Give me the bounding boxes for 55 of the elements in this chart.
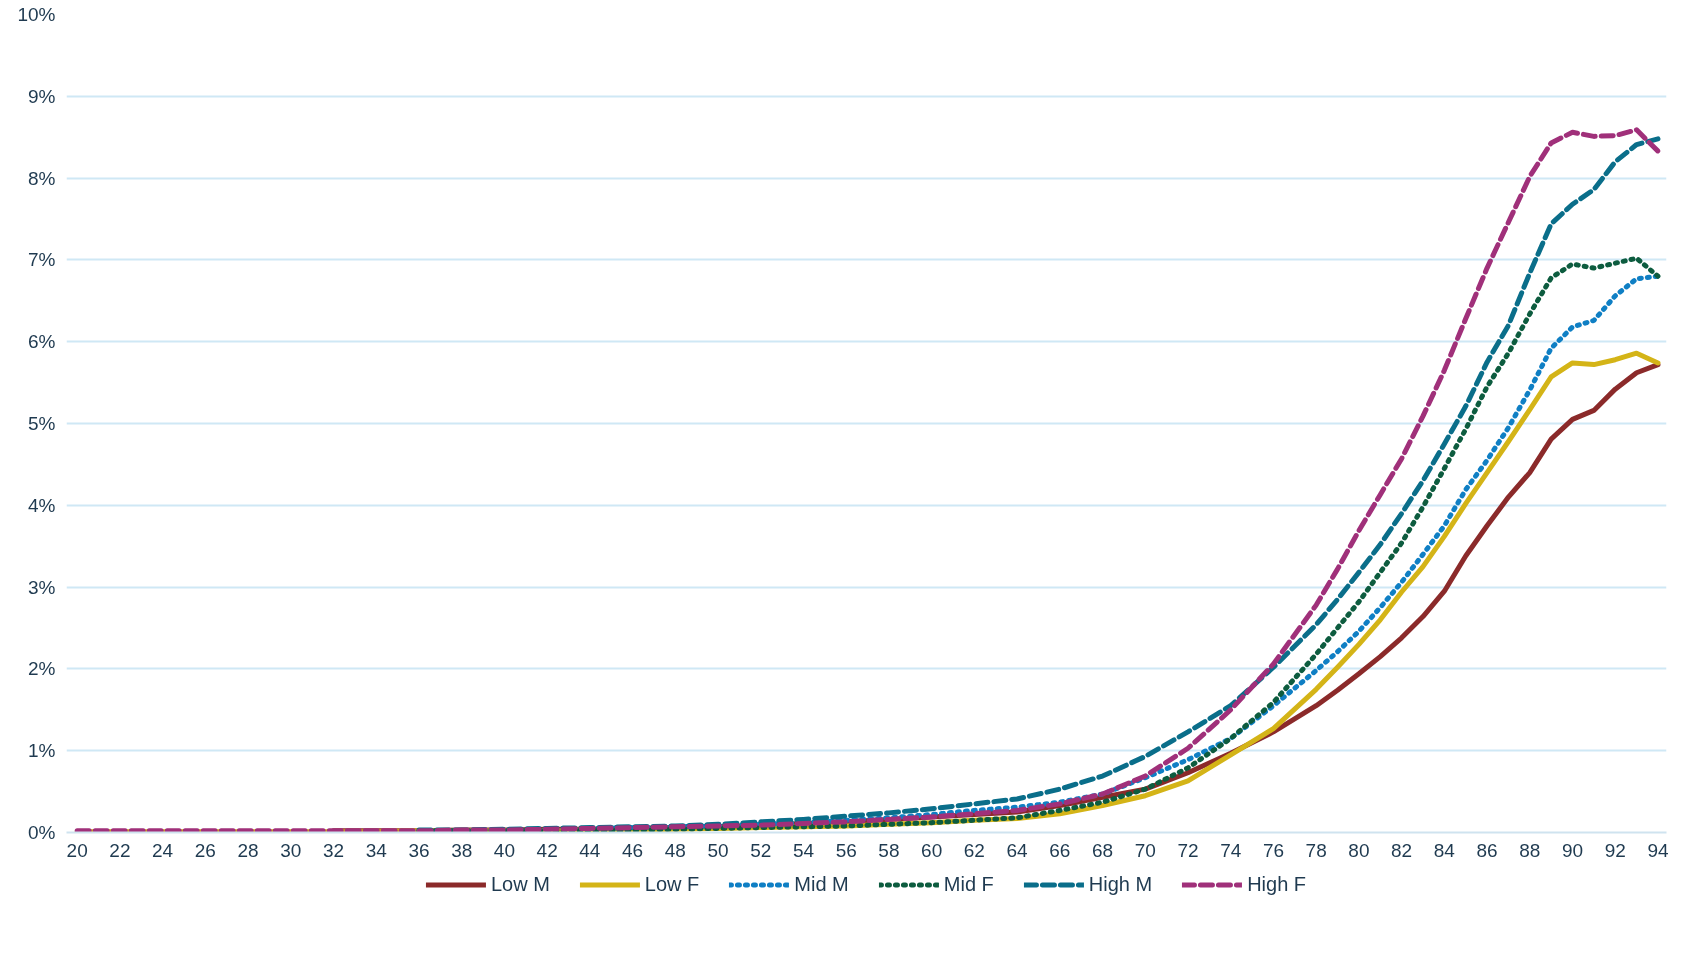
x-tick-label: 80 [1348,839,1370,861]
x-tick-label: 40 [493,839,515,861]
legend-label: High M [1088,872,1153,896]
x-tick-label: 74 [1220,839,1242,861]
x-tick-label: 70 [1134,839,1156,861]
x-tick-label: 90 [1561,839,1584,861]
x-tick-label: 64 [1006,839,1029,861]
x-tick-label: 26 [194,839,216,861]
x-tick-label: 68 [1091,839,1114,861]
y-tick-label: 5% [28,413,56,434]
legend-label: Low M [490,872,550,896]
y-tick-label: 7% [28,249,56,271]
x-tick-label: 34 [365,839,388,861]
x-tick-label: 76 [1262,839,1285,861]
x-tick-label: 94 [1647,839,1669,861]
x-tick-label: 62 [963,839,985,861]
x-tick-label: 88 [1519,839,1541,861]
x-tick-label: 50 [707,839,729,861]
x-tick-label: 38 [451,839,473,861]
x-tick-label: 86 [1476,839,1498,861]
x-tick-label: 58 [878,839,900,861]
x-tick-label: 36 [408,839,430,861]
legend-label: Low F [644,872,700,896]
x-tick-label: 22 [109,839,131,861]
y-tick-label: 4% [28,494,56,516]
x-tick-label: 44 [579,839,601,861]
x-tick-label: 54 [792,839,815,861]
x-tick-label: 24 [152,839,174,861]
x-tick-label: 66 [1049,839,1071,861]
y-tick-label: 6% [28,331,56,353]
x-tick-label: 20 [66,839,88,861]
legend-label: Mid M [794,872,849,896]
x-tick-label: 72 [1177,839,1199,861]
y-tick-label: 3% [28,576,56,598]
x-tick-label: 60 [921,839,943,861]
x-tick-label: 52 [750,839,772,861]
x-tick-label: 32 [322,839,345,861]
y-tick-label: 0% [28,822,56,843]
x-tick-label: 84 [1433,839,1456,861]
y-tick-label: 2% [28,658,56,680]
x-tick-label: 42 [536,839,558,861]
y-tick-label: 10% [17,4,56,25]
x-tick-label: 46 [622,839,644,861]
x-tick-label: 92 [1604,839,1626,861]
x-tick-label: 28 [237,839,259,861]
y-tick-label: 8% [28,167,56,189]
x-tick-label: 30 [280,839,302,861]
legend-label: Mid F [943,872,994,896]
x-tick-label: 78 [1305,839,1327,861]
y-tick-label: 1% [28,740,56,762]
x-tick-label: 82 [1391,839,1413,861]
legend-label: High F [1247,872,1307,896]
x-tick-label: 48 [664,839,686,861]
x-tick-label: 56 [835,839,857,861]
y-tick-label: 9% [28,85,56,107]
